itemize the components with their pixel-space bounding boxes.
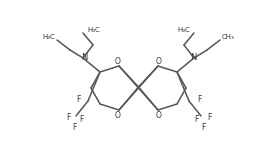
Text: O: O: [115, 57, 121, 65]
Text: N: N: [190, 53, 196, 62]
Text: F: F: [194, 115, 198, 124]
Text: CH₃: CH₃: [222, 34, 235, 40]
Text: N: N: [81, 53, 87, 62]
Text: O: O: [156, 57, 162, 65]
Text: F: F: [197, 94, 201, 103]
Text: F: F: [79, 115, 83, 124]
Text: F: F: [72, 123, 76, 132]
Text: F: F: [207, 113, 211, 123]
Text: H₃C: H₃C: [87, 27, 100, 33]
Text: F: F: [76, 94, 80, 103]
Text: O: O: [156, 111, 162, 120]
Text: H₃C: H₃C: [177, 27, 190, 33]
Text: O: O: [115, 111, 121, 120]
Text: F: F: [201, 123, 205, 132]
Text: H₃C: H₃C: [42, 34, 55, 40]
Text: F: F: [66, 113, 70, 123]
